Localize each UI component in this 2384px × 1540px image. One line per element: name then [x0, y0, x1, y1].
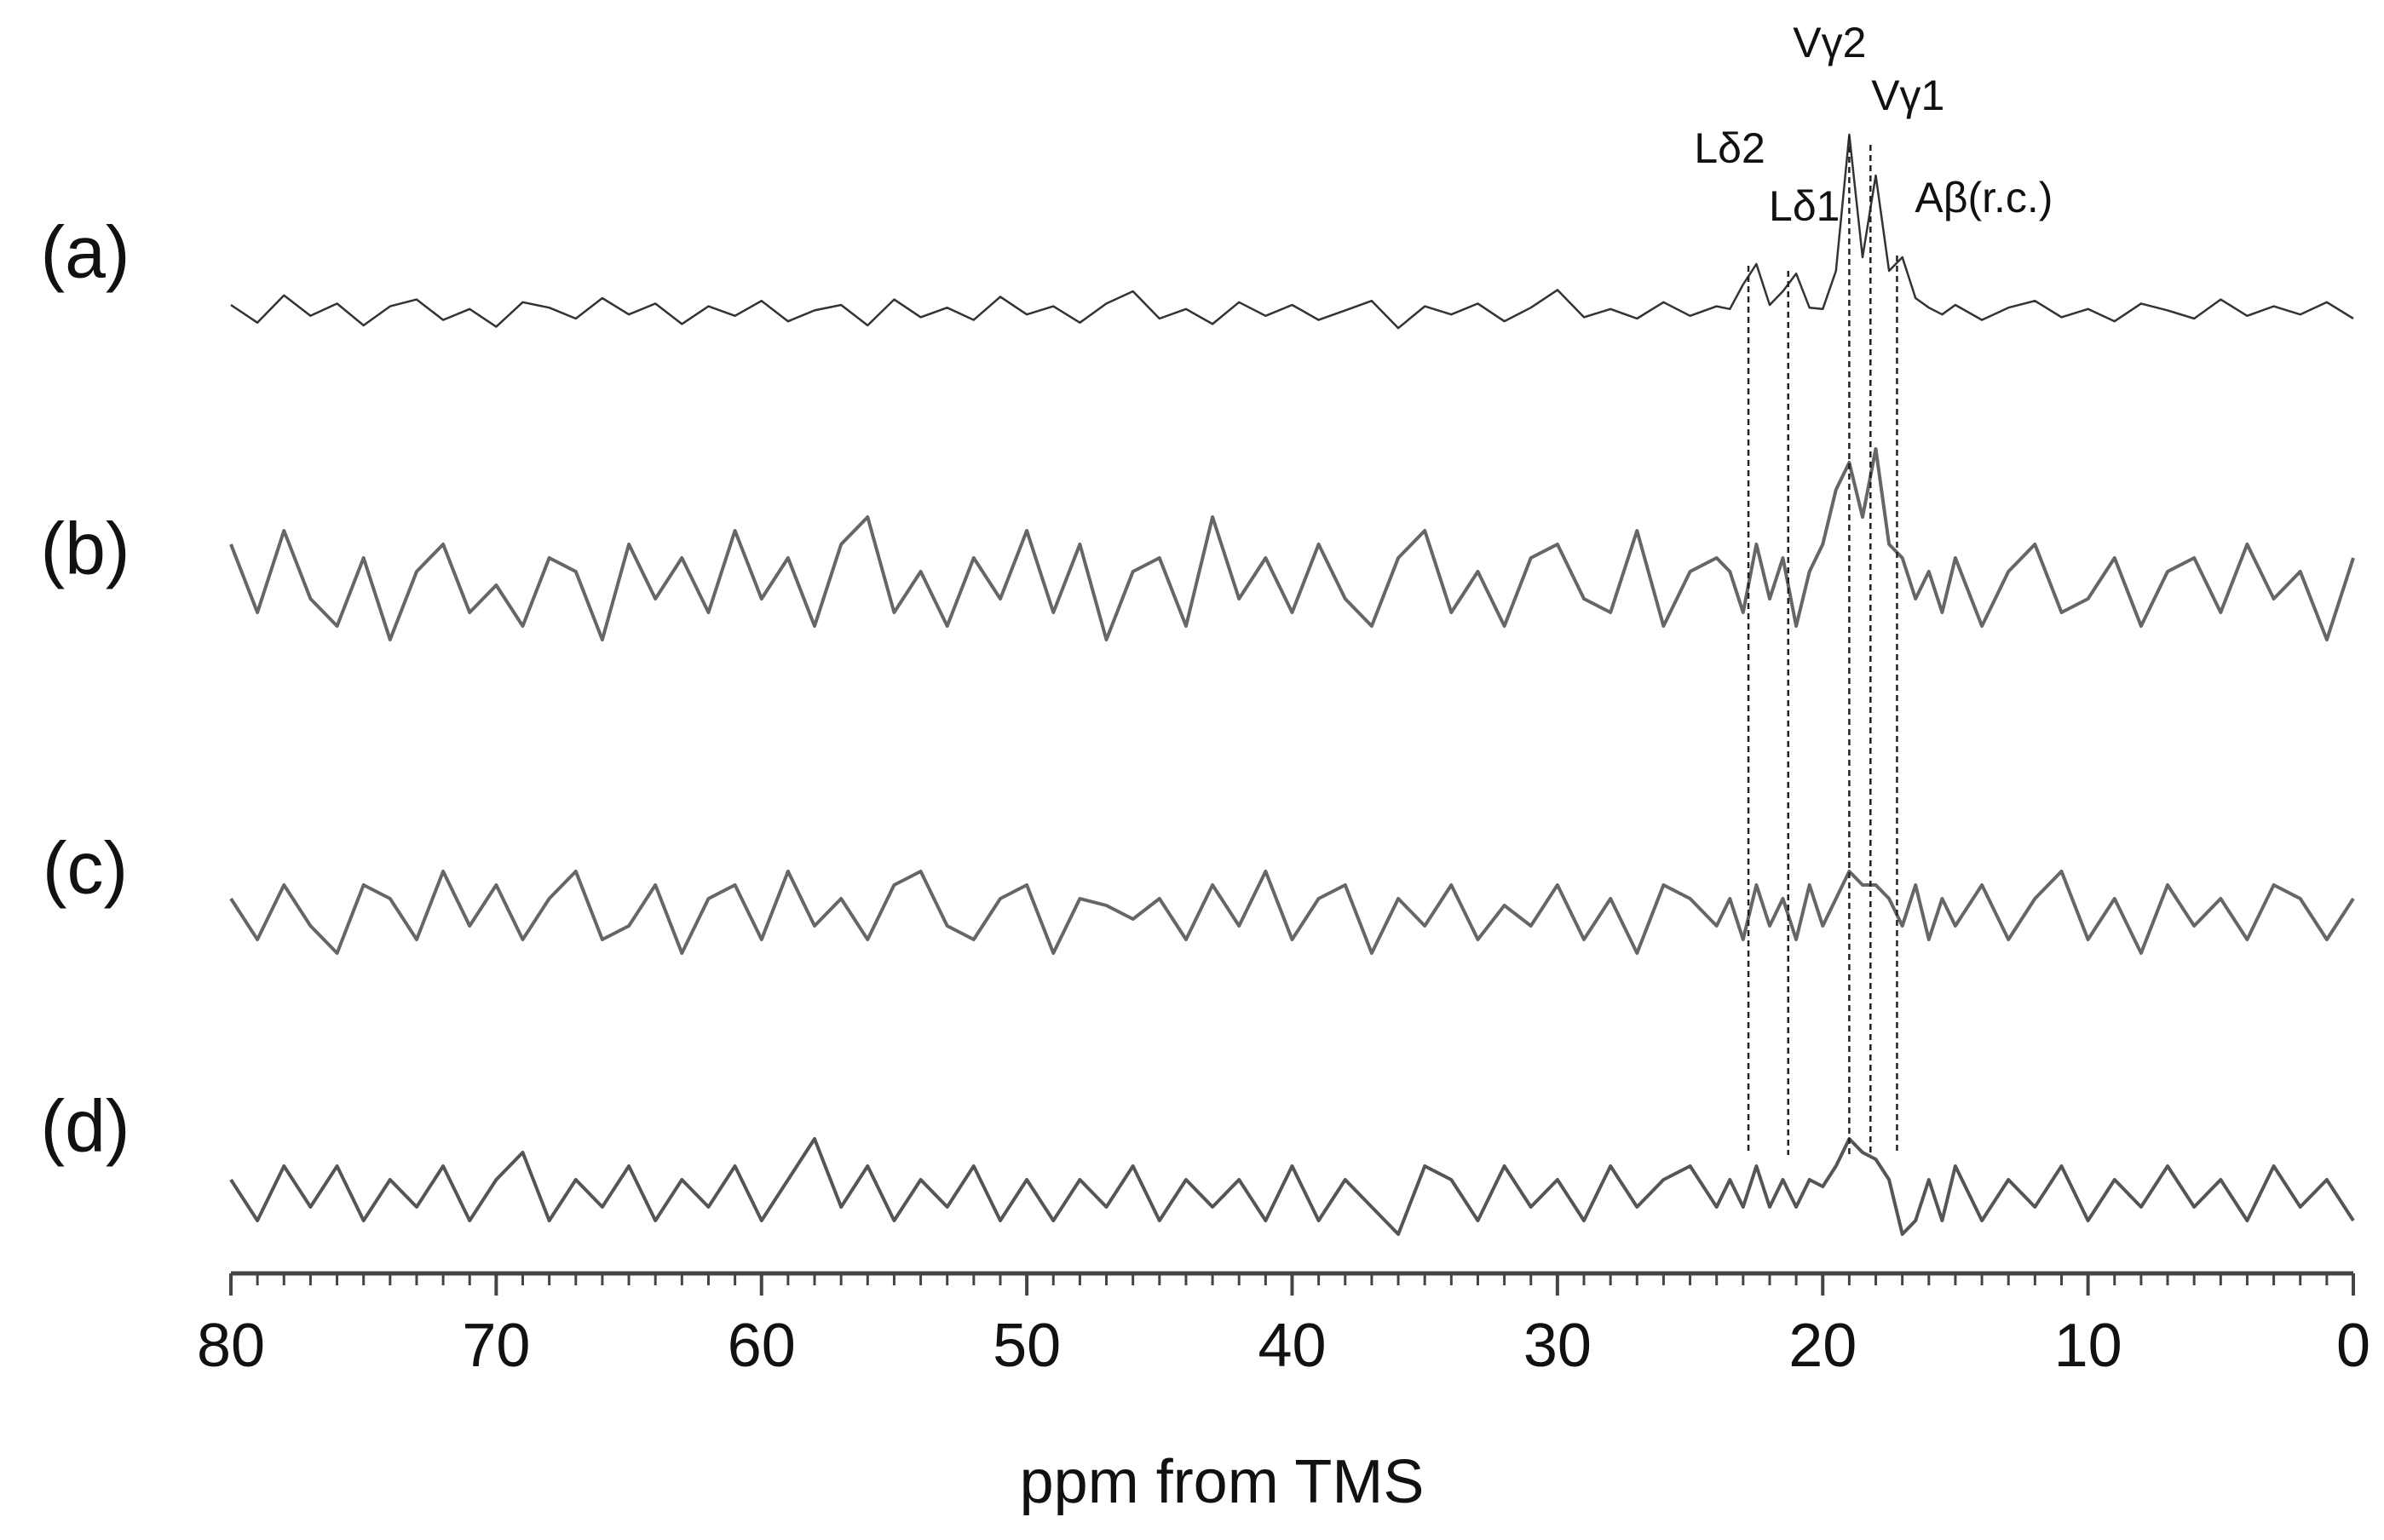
spectrum-line: [230, 133, 2354, 330]
spectrum-line: [229, 1137, 2355, 1236]
peak-label: Vγ2: [1793, 19, 1866, 66]
x-tick-label: 30: [1523, 1312, 1592, 1380]
peak-label: Lδ1: [1769, 182, 1840, 230]
x-tick-label: 0: [2336, 1312, 2370, 1380]
series-label: (c): [43, 828, 128, 910]
series-label: (b): [40, 509, 130, 590]
peak-label: Vγ1: [1871, 72, 1944, 119]
x-tick-label: 40: [1258, 1312, 1326, 1380]
series-label: (a): [40, 212, 130, 294]
x-tick-label: 20: [1788, 1312, 1857, 1380]
peak-label: Aβ(r.c.): [1915, 174, 2053, 221]
x-tick-label: 70: [462, 1312, 530, 1380]
x-tick-label: 10: [2054, 1312, 2122, 1380]
x-tick-label: 50: [993, 1312, 1061, 1380]
spectrum-line: [229, 870, 2355, 955]
x-axis-title: ppm from TMS: [1020, 1448, 1425, 1516]
peak-label: Lδ2: [1694, 124, 1765, 172]
spectrum-line: [229, 447, 2355, 641]
x-tick-label: 80: [197, 1312, 265, 1380]
series-label: (d): [40, 1086, 130, 1168]
x-tick-label: 60: [728, 1312, 796, 1380]
